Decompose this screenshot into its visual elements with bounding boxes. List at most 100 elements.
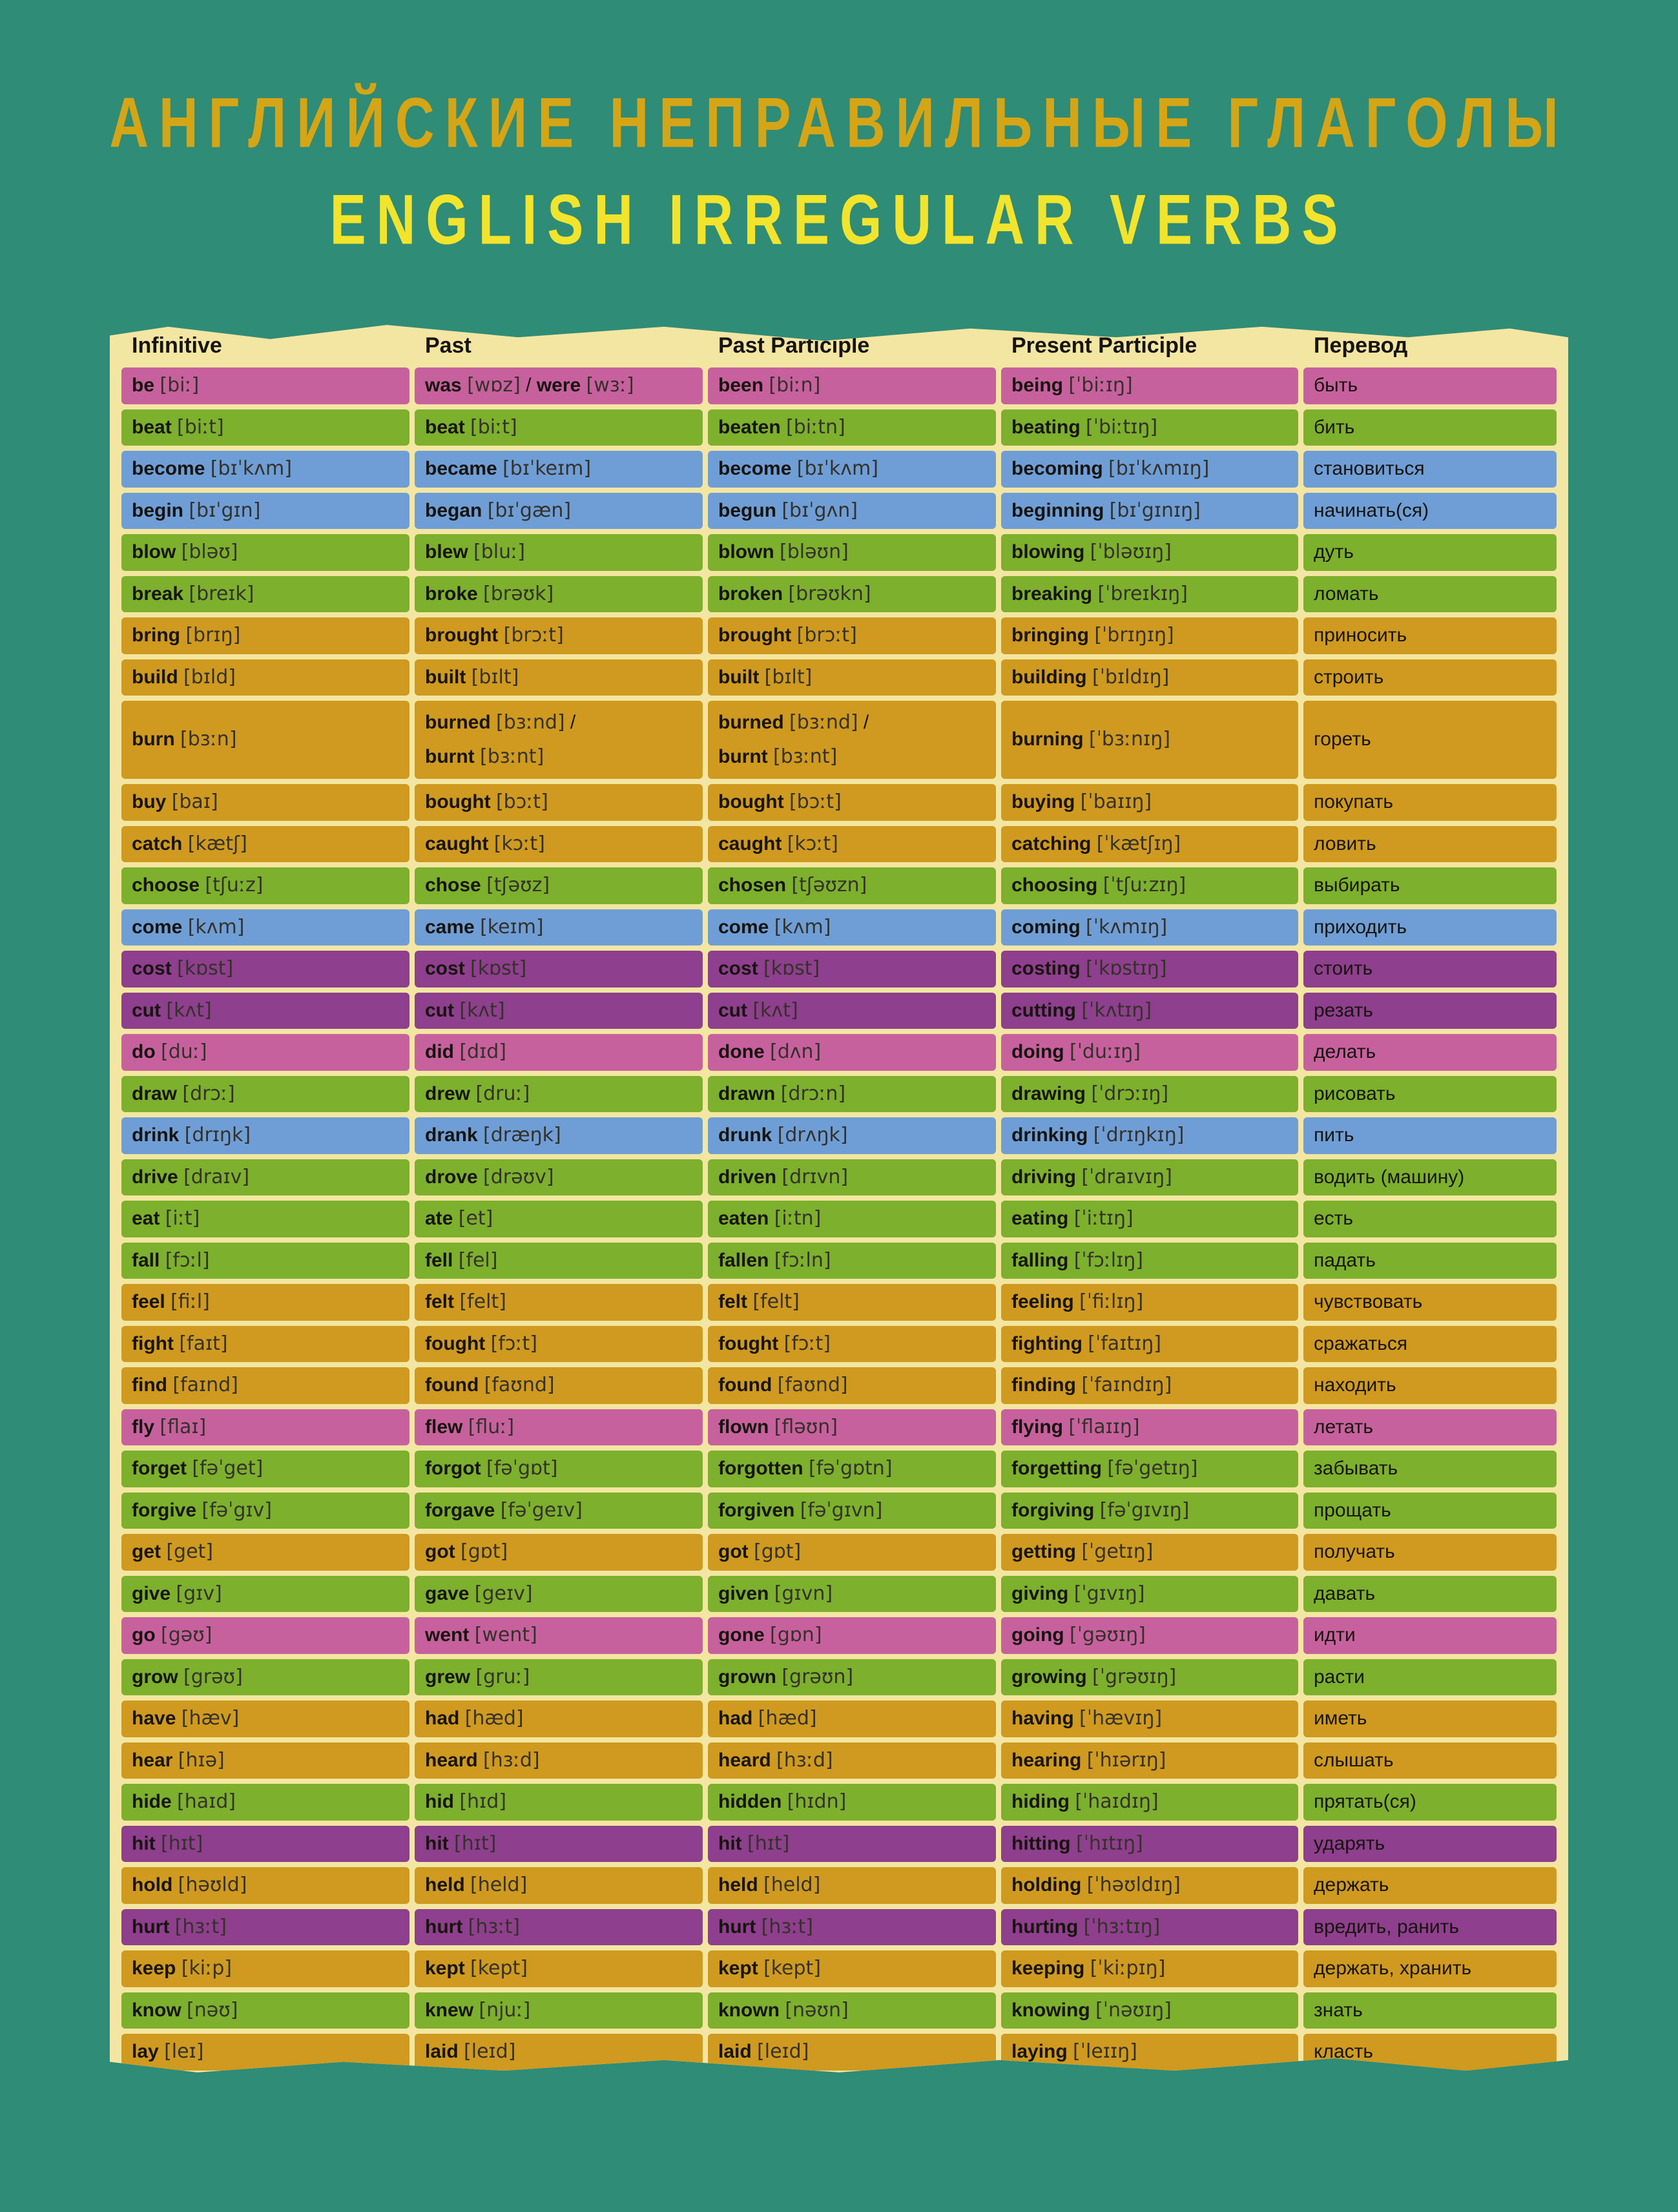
verb-word: catch [132,832,183,854]
verb-word: hearing [1011,1749,1082,1771]
verb-ipa: [nəʊn] [785,1998,849,2021]
cell-infinitive: catch [kætʃ] [121,825,409,862]
verb-word: hit [132,1832,156,1854]
cell-translation: бить [1303,409,1557,446]
table-row: catch [kætʃ] caught [kɔːt] caught [kɔːt]… [121,825,1557,862]
cell-infinitive: eat [iːt] [121,1201,409,1237]
verb-ipa: [ˈtʃuːzɪŋ] [1103,874,1186,896]
verb-word: lay [132,2041,159,2062]
verb-word: hid [425,1791,454,1812]
verb-ipa: [bɪˈgæn] [487,499,572,522]
verb-ipa: [bɔːt] [789,791,842,813]
verb-ipa: [ˈhævɪŋ] [1079,1707,1163,1730]
cell-infinitive: cut [kʌt] [121,992,409,1029]
cell-translation: выбирать [1303,867,1557,904]
cell-translation: есть [1303,1201,1557,1237]
cell-infinitive: build [bɪld] [121,659,409,696]
verb-ipa: [hɜːd] [483,1748,540,1772]
cell-past: came [keɪm] [415,909,703,946]
cell-past-participle: begun [bɪˈgʌn] [708,492,996,529]
verb-word: burned [425,712,491,733]
verb-word: begin [132,499,183,521]
table-row: grow [grəʊ] grew [gruː] grown [grəʊn] gr… [121,1659,1557,1695]
cell-past-participle: burned [bɜːnd] / burnt [bɜːnt] [708,701,996,779]
cell-translation: давать [1303,1575,1557,1612]
verb-word: feel [132,1291,165,1312]
verb-ipa: [kɔːt] [493,832,545,855]
verb-word: caught [425,832,489,854]
verb-word: found [718,1374,772,1396]
cell-translation: идти [1303,1617,1557,1654]
verb-word: growing [1011,1666,1087,1688]
verb-ipa: [ˈdrɪŋkɪŋ] [1093,1124,1185,1146]
verb-ipa: [gɒn] [770,1624,822,1646]
cell-present-participle: cutting [ˈkʌtɪŋ] [1001,992,1298,1029]
verb-ipa: [tʃəʊz] [486,874,550,896]
cell-infinitive: hide [haɪd] [121,1784,409,1821]
verb-word: bringing [1011,625,1089,646]
cell-translation: вредить, ранить [1303,1908,1557,1945]
table-row: draw [drɔː] drew [druː] drawn [drɔːn] dr… [121,1075,1557,1112]
cell-infinitive: come [kʌm] [121,909,409,946]
verb-ipa: [tʃuːz] [205,874,264,896]
verb-word: hurting [1011,1916,1079,1938]
cell-past-participle: forgiven [fəˈgɪvn] [708,1492,996,1529]
verb-ipa: [gɪv] [176,1582,222,1605]
verb-ipa: [iːt] [165,1207,200,1230]
table-row: hide [haɪd] hid [hɪd] hidden [hɪdn] hidi… [121,1784,1557,1821]
cell-past-participle: cut [kʌt] [708,992,996,1029]
verb-word: going [1011,1624,1064,1646]
verb-word: began [425,499,482,521]
verb-ipa: [dʌn] [770,1040,822,1063]
verb-word: breaking [1011,583,1093,605]
verb-ipa: [biːtn] [786,415,845,439]
cell-infinitive: hear [hɪə] [121,1742,409,1779]
cell-past-participle: kept [kept] [708,1950,996,1987]
verb-word: find [132,1374,167,1396]
cell-past-participle: blown [bləʊn] [708,534,996,571]
verb-word: become [132,458,205,479]
verb-ipa: [grəʊ] [183,1665,243,1688]
table-row: lay [leɪ] laid [leɪd] laid [leɪd] laying… [121,2034,1557,2071]
verb-word: hidden [718,1791,782,1812]
header-cell-present-participle: Present Participle [1011,333,1197,358]
cell-translation: приходить [1303,909,1557,946]
verb-ipa: [draɪv] [183,1165,250,1188]
cell-past: knew [njuː] [415,1992,703,2029]
verb-ipa: [bɪld] [183,665,236,688]
verb-word: buying [1011,791,1075,812]
cell-past: built [bɪlt] [415,659,703,696]
verb-word: fall [132,1249,160,1271]
verb-word: felt [718,1291,747,1312]
verb-word: break [132,583,184,605]
cell-present-participle: forgetting [fəˈgetɪŋ] [1001,1451,1298,1487]
verb-word: laying [1011,2041,1068,2062]
verb-word: cutting [1011,999,1076,1021]
verb-word: choosing [1011,874,1098,896]
verb-ipa: [ˈbləʊɪŋ] [1090,541,1172,563]
cell-translation: расти [1303,1659,1557,1695]
header-cell-past: Past [425,333,471,358]
cell-past: hurt [hɜːt] [415,1908,703,1945]
verb-ipa: [bɪˈkʌm] [210,457,292,480]
verb-ipa: [dræŋk] [483,1124,561,1146]
cell-past: hid [hɪd] [415,1784,703,1821]
verb-word: cost [132,958,172,979]
verb-ipa: [drɔːn] [780,1082,846,1105]
verb-ipa: [drʌŋk] [777,1124,848,1146]
verb-ipa: [fəˈgeɪv] [500,1498,583,1522]
verb-ipa: [ˈkɒstɪŋ] [1086,957,1167,980]
verb-word: kept [425,1958,465,1979]
verb-ipa: [kʌt] [166,998,212,1022]
verb-word: hiding [1011,1791,1070,1812]
verb-ipa: [hɜːt] [468,1915,520,1938]
cell-translation: гореть [1303,701,1557,779]
cell-past-participle: got [gɒt] [708,1534,996,1571]
verb-ipa: [drəʊv] [483,1165,554,1188]
verb-word: cut [718,999,747,1021]
verb-word: beat [425,416,465,438]
verb-word: built [425,666,466,688]
verb-word: laid [718,2041,752,2062]
verb-word: costing [1011,958,1081,979]
cell-translation: держать [1303,1867,1557,1904]
